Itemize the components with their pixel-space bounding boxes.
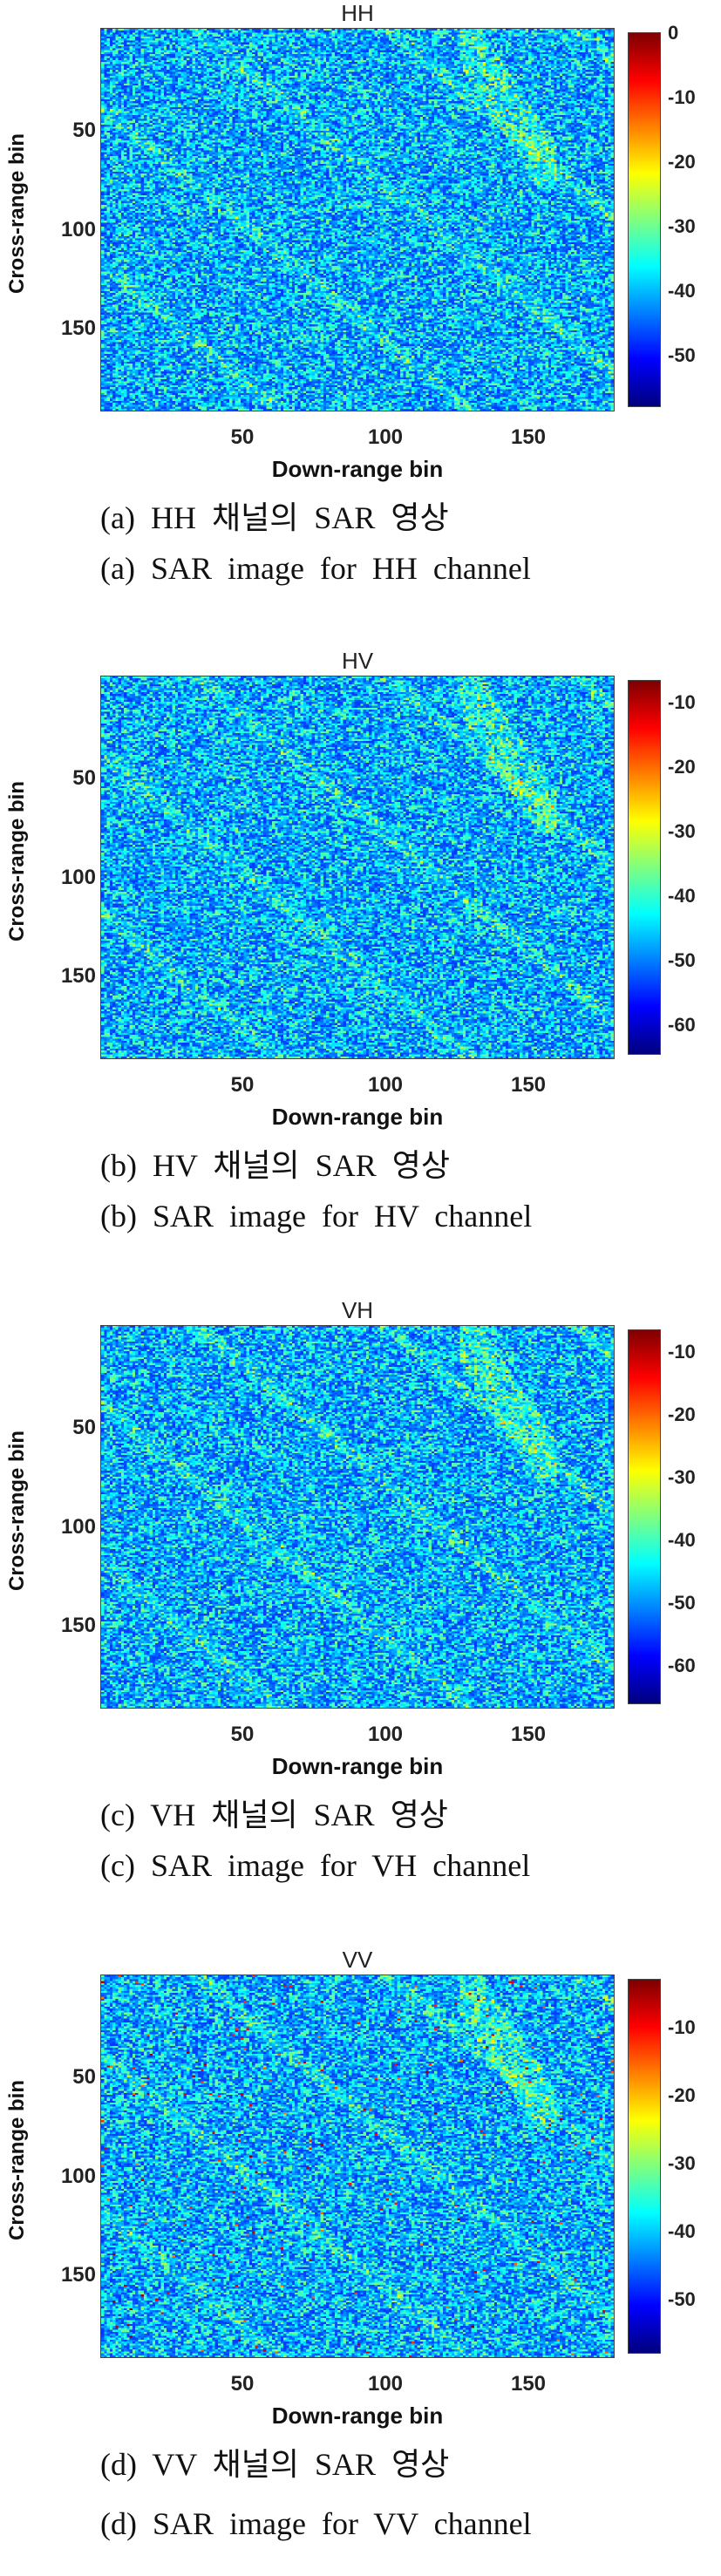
colorbar [628,680,661,1055]
colorbar-tick-label: -10 [668,1341,696,1363]
figure-caption-english: (d) SAR image for VV channel [100,2506,532,2541]
figure-caption-english: (b) SAR image for HV channel [100,1199,533,1234]
chart-title: HV [341,648,374,674]
figure-caption-korean: (c) VH 채널의 SAR 영상 [100,1798,448,1832]
y-tick-label: 150 [60,316,96,340]
y-tick-label: 50 [72,2065,96,2089]
chart-title: HH [341,0,374,26]
colorbar-tick-label: -50 [668,2288,696,2310]
y-tick-label: 50 [72,1416,96,1439]
colorbar-tick-label: -20 [668,1404,696,1425]
colorbar-tick-label: -10 [668,86,696,108]
colorbar-tick-label: 0 [668,22,679,44]
colorbar-tick-label: -30 [668,820,696,842]
colorbar-tick-label: -40 [668,885,696,907]
x-tick-label: 150 [510,2372,547,2396]
y-tick-label: 150 [60,964,96,988]
y-axis-label: Cross-range bin [5,780,29,942]
x-tick-label: 50 [230,1723,255,1746]
y-tick-label: 150 [60,1614,96,1637]
colorbar-tick-label: -30 [668,1466,696,1488]
y-tick-label: 150 [60,2263,96,2287]
x-tick-label: 100 [367,425,404,449]
heatmap-canvas [100,1974,615,2358]
heatmap-canvas [100,676,615,1059]
colorbar-tick-label: -40 [668,2220,696,2242]
figure-caption-english: (a) SAR image for HH channel [100,551,531,586]
chart-panel-hh: HH 50 100 150 50 100 150 Cross-range bin… [0,2,721,612]
colorbar-tick-label: -40 [668,1529,696,1551]
chart-panel-vh: VH 50 100 150 50 100 150 Cross-range bin… [0,1299,721,1909]
colorbar-tick-label: -20 [668,151,696,173]
x-axis-label: Down-range bin [271,1753,444,1779]
heatmap-canvas [100,28,615,411]
chart-panel-vv: VV 50 100 150 50 100 150 Cross-range bin… [0,1948,721,2572]
chart-panel-hv: HV 50 100 150 50 100 150 Cross-range bin… [0,649,721,1260]
y-axis-label: Cross-range bin [5,133,29,295]
x-tick-label: 50 [230,425,255,449]
x-tick-label: 150 [510,1073,547,1097]
colorbar [628,1329,661,1704]
x-tick-label: 100 [367,1073,404,1097]
x-tick-label: 100 [367,1723,404,1746]
y-tick-label: 100 [60,1515,96,1539]
chart-title: VV [342,1947,373,1973]
colorbar-tick-label: -20 [668,756,696,778]
colorbar [628,1979,661,2354]
y-axis-label: Cross-range bin [5,2079,29,2241]
x-tick-label: 100 [367,2372,404,2396]
y-tick-label: 50 [72,766,96,790]
colorbar [628,32,661,407]
x-tick-label: 150 [510,425,547,449]
y-axis-label: Cross-range bin [5,1430,29,1592]
colorbar-tick-label: -10 [668,2016,696,2038]
x-axis-label: Down-range bin [271,456,444,482]
colorbar-tick-label: -40 [668,280,696,302]
heatmap-canvas [100,1325,615,1709]
figure-caption-english: (c) SAR image for VH channel [100,1848,531,1883]
colorbar-tick-label: -20 [668,2084,696,2106]
colorbar-tick-label: -30 [668,215,696,237]
colorbar-tick-label: -30 [668,2152,696,2174]
colorbar-tick-label: -10 [668,691,696,713]
x-axis-label: Down-range bin [271,1104,444,1130]
colorbar-tick-label: -60 [668,1014,696,1036]
x-tick-label: 50 [230,1073,255,1097]
y-tick-label: 100 [60,2165,96,2188]
colorbar-tick-label: -50 [668,344,696,366]
colorbar-tick-label: -50 [668,949,696,971]
figure-caption-korean: (a) HH 채널의 SAR 영상 [100,500,449,535]
y-tick-label: 100 [60,218,96,241]
x-axis-label: Down-range bin [271,2403,444,2429]
colorbar-tick-label: -60 [668,1655,696,1676]
y-tick-label: 100 [60,866,96,889]
y-tick-label: 50 [72,119,96,142]
chart-title: VH [341,1297,374,1323]
x-tick-label: 50 [230,2372,255,2396]
x-tick-label: 150 [510,1723,547,1746]
colorbar-tick-label: -50 [668,1592,696,1614]
figure-caption-korean: (d) VV 채널의 SAR 영상 [100,2447,450,2482]
figure-caption-korean: (b) HV 채널의 SAR 영상 [100,1148,450,1183]
